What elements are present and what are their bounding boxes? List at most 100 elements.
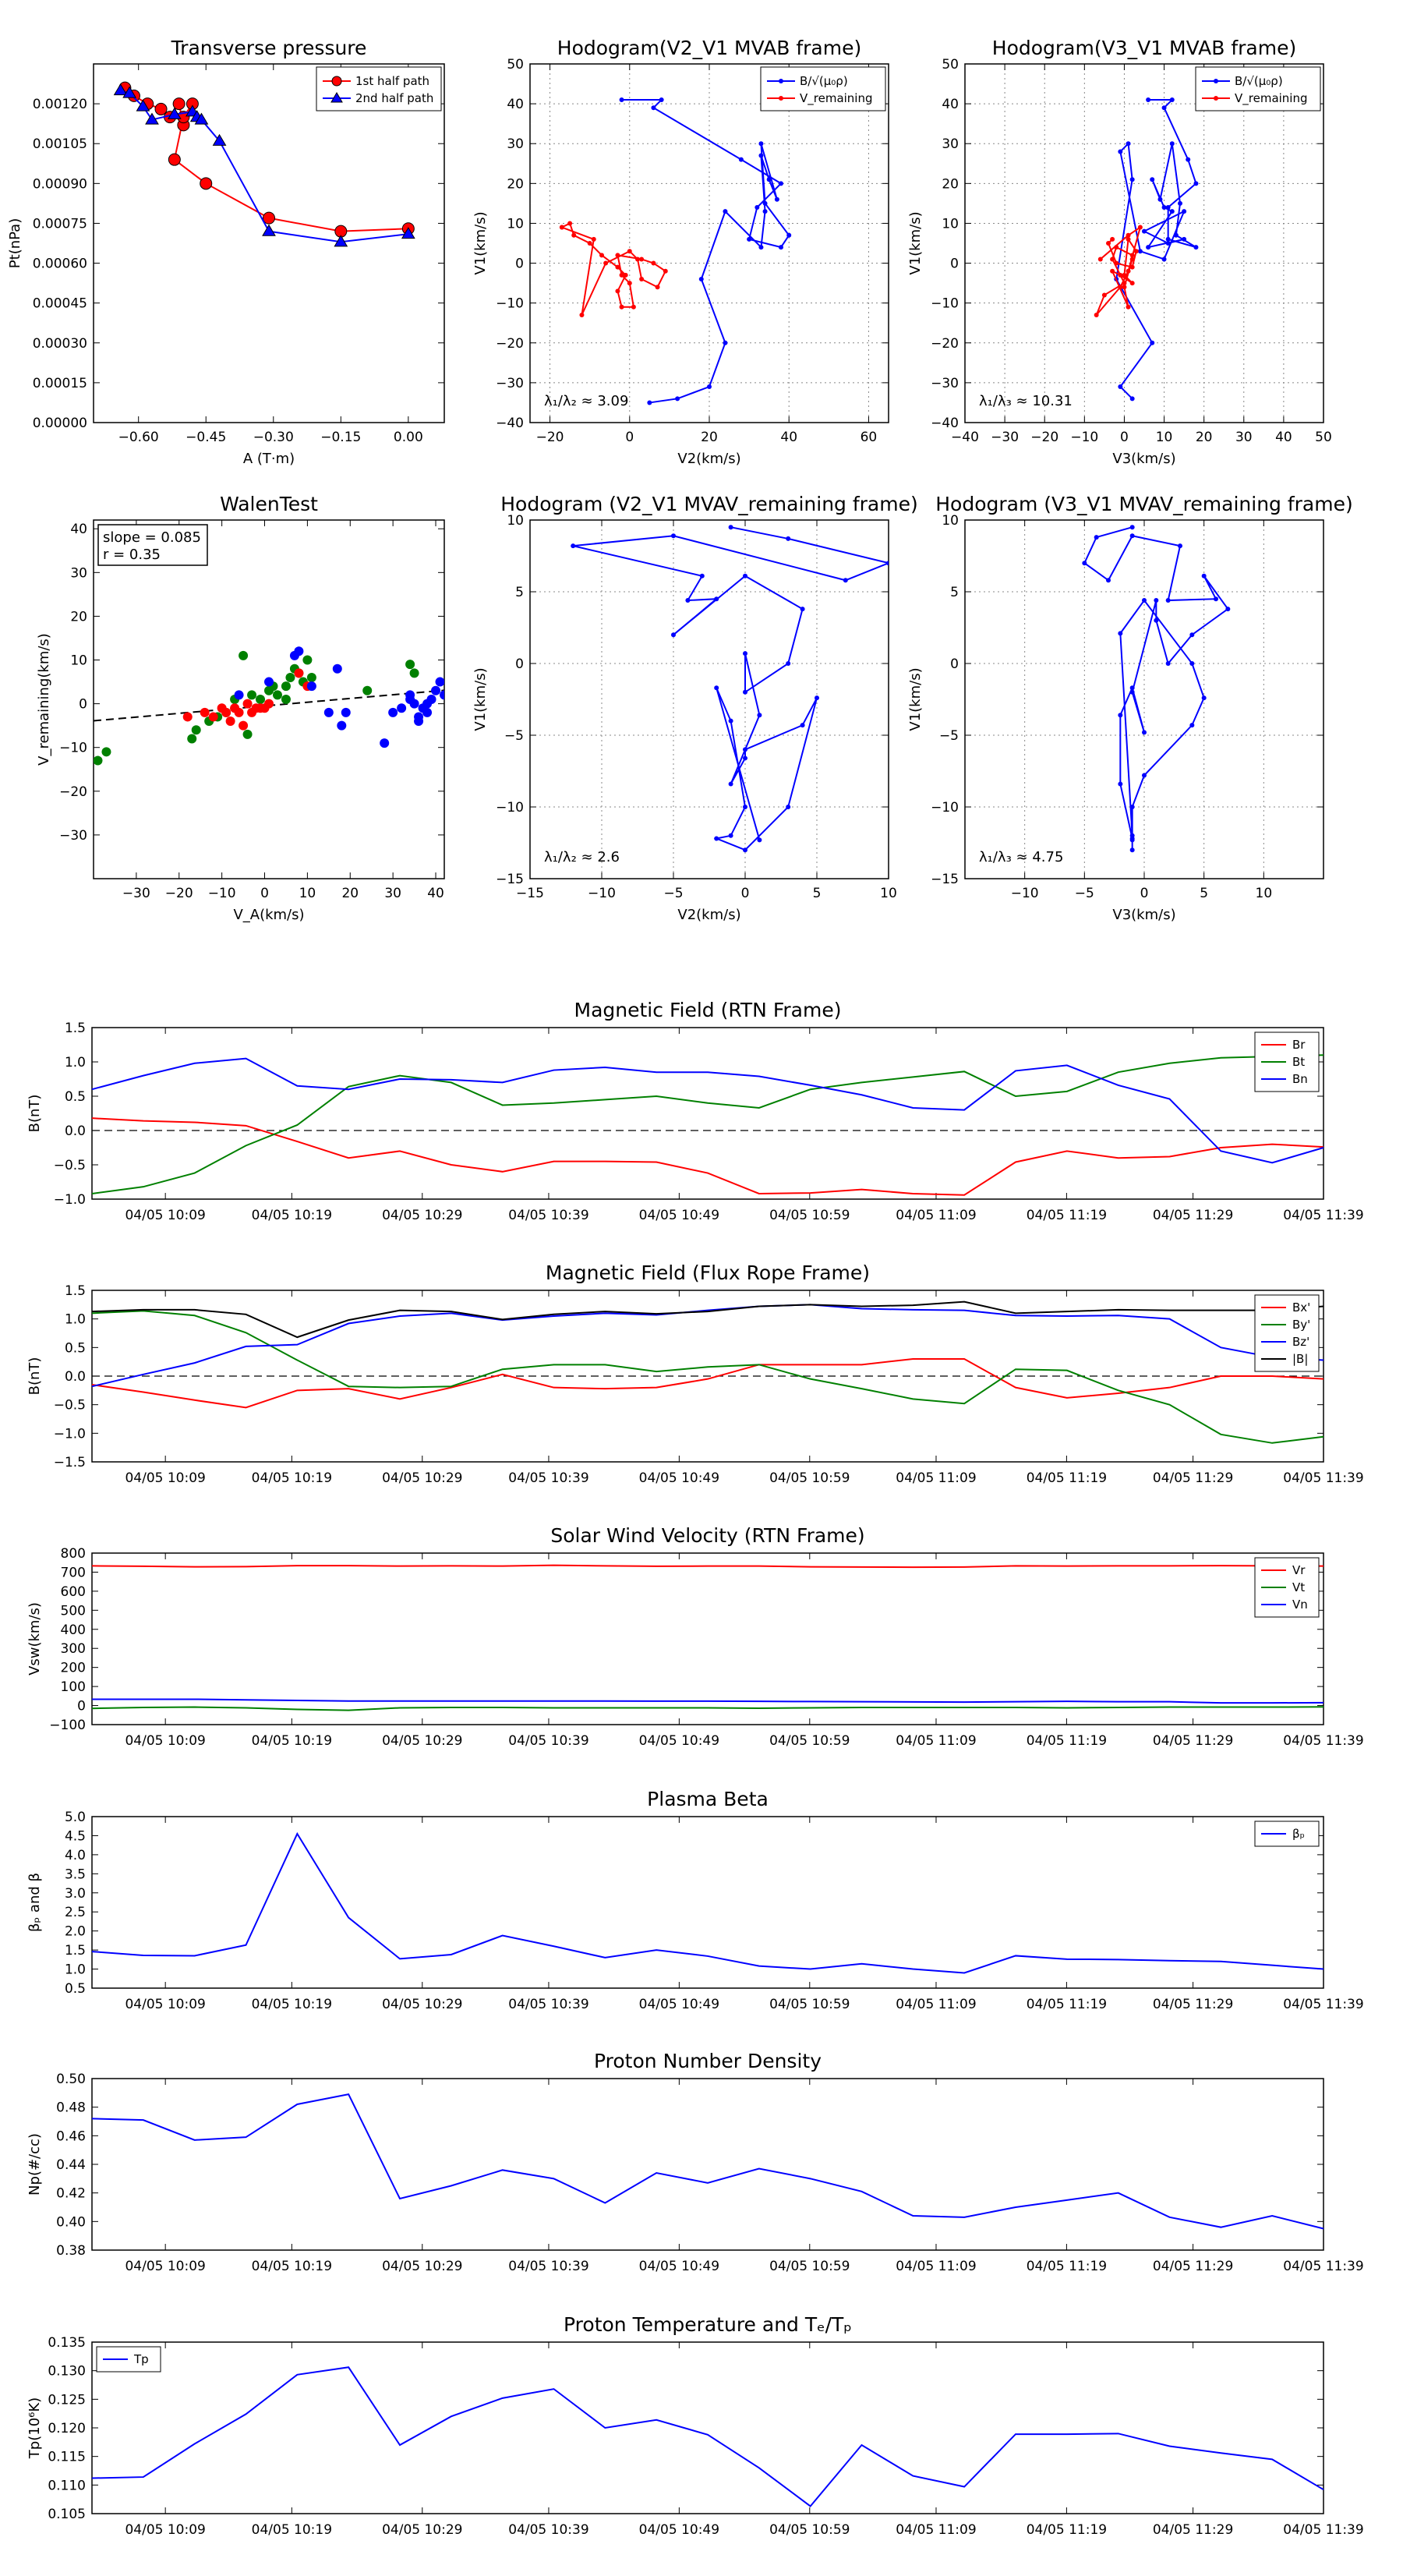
plot-area xyxy=(94,646,444,766)
data-point xyxy=(388,707,398,717)
x-tick-label: 04/05 11:39 xyxy=(1283,2259,1363,2274)
x-tick-label: 20 xyxy=(701,430,718,445)
y-tick-label: −10 xyxy=(59,741,87,756)
y-tick-label: 2.5 xyxy=(65,1905,86,1920)
legend: B/√(μ₀ρ) V_remaining xyxy=(760,66,886,111)
legend: Tp xyxy=(96,2346,161,2373)
x-tick-label: 04/05 10:49 xyxy=(639,1733,719,1749)
data-point xyxy=(571,232,577,238)
panel-title: Magnetic Field (Flux Rope Frame) xyxy=(546,1261,870,1284)
y-tick-label: 0.105 xyxy=(48,2507,86,2522)
series-line-|B| xyxy=(91,1300,1324,1339)
legend-label: 2nd half path xyxy=(355,91,433,105)
x-tick-label: 20 xyxy=(341,886,359,901)
data-point xyxy=(1129,689,1135,695)
data-point xyxy=(800,723,805,728)
data-point xyxy=(723,209,728,214)
y-tick-label: 0 xyxy=(77,1699,86,1714)
data-point xyxy=(699,573,705,579)
x-axis-label: V2(km/s) xyxy=(677,451,740,467)
y-axis-label: Np(#/cc) xyxy=(27,2133,43,2196)
x-tick-label: −0.15 xyxy=(320,430,361,445)
y-tick-label: 0.48 xyxy=(56,2100,86,2116)
x-tick-label: −5 xyxy=(663,886,683,901)
data-point xyxy=(1189,632,1195,638)
y-tick-label: 3.0 xyxy=(65,1886,86,1902)
panel-title: Proton Number Density xyxy=(594,2050,822,2072)
chart-hodogram-v3-v1-mvab: −40 −30 −20 −10 0 10 20 30 40 50 −40 −30 −20 −10 0 10 20… xyxy=(907,37,1332,467)
legend-label: Br xyxy=(1292,1038,1306,1052)
y-tick-label: 0 xyxy=(950,257,959,272)
x-tick-label: 20 xyxy=(1196,430,1213,445)
y-tick-label: 0.42 xyxy=(56,2186,86,2202)
x-tick-label: −30 xyxy=(122,886,150,901)
plot-frame xyxy=(529,519,889,879)
data-point xyxy=(1157,196,1163,202)
legend: Br Bt Bn xyxy=(1254,1031,1320,1092)
data-point xyxy=(886,561,889,566)
data-point xyxy=(1129,177,1135,182)
data-point xyxy=(1097,257,1103,262)
y-tick-label: −30 xyxy=(59,828,87,844)
series-line-βₚ xyxy=(91,1831,1324,1974)
data-point xyxy=(337,720,347,731)
y-tick-label: 0.44 xyxy=(56,2157,86,2173)
x-tick-label: 04/05 10:09 xyxy=(125,2522,205,2538)
y-tick-label: 0.0 xyxy=(65,1123,86,1139)
y-tick-label: 800 xyxy=(61,1546,86,1562)
panel-title: Magnetic Field (RTN Frame) xyxy=(574,999,842,1021)
plot-area xyxy=(1082,525,1231,853)
data-point xyxy=(239,650,249,660)
x-tick-label: 04/05 10:39 xyxy=(508,1208,588,1223)
data-point xyxy=(1122,285,1127,290)
series-line-Np xyxy=(91,2093,1324,2230)
y-tick-label: 300 xyxy=(61,1641,86,1657)
stats-frame xyxy=(97,524,208,566)
y-tick-label: −0.5 xyxy=(54,1398,86,1414)
data-point xyxy=(1165,236,1171,242)
y-tick-label: 0.38 xyxy=(56,2243,86,2259)
data-point xyxy=(1193,245,1199,250)
x-tick-label: −10 xyxy=(1070,430,1098,445)
data-point xyxy=(714,596,719,602)
data-point xyxy=(242,699,253,709)
y-tick-label: 20 xyxy=(70,609,87,625)
data-point xyxy=(397,703,407,713)
x-axis-label: V_A(km/s) xyxy=(233,907,304,923)
x-tick-label: 0 xyxy=(260,886,269,901)
data-point xyxy=(559,225,564,230)
x-axis-label: A (T·m) xyxy=(243,451,295,467)
x-tick-label: 04/05 10:59 xyxy=(769,1733,850,1749)
x-tick-label: 04/05 10:49 xyxy=(639,1208,719,1223)
legend-label: Bt xyxy=(1292,1055,1305,1069)
x-tick-label: 10 xyxy=(880,886,897,901)
y-tick-label: 0 xyxy=(515,656,524,672)
series-line-blue xyxy=(1083,526,1229,851)
data-point xyxy=(94,755,103,766)
x-tick-label: 04/05 11:09 xyxy=(896,2522,976,2538)
plot-frame xyxy=(93,63,445,423)
x-tick-label: 04/05 10:19 xyxy=(252,1208,332,1223)
x-tick-label: 04/05 10:29 xyxy=(382,1997,462,2012)
data-point xyxy=(1189,723,1195,728)
data-point xyxy=(1129,525,1135,530)
legend-label: B/√(μ₀ρ) xyxy=(1235,74,1283,88)
y-tick-label: 0.50 xyxy=(56,2072,86,2087)
data-point xyxy=(714,685,719,691)
y-tick-label: 700 xyxy=(61,1565,86,1580)
stats-line: slope = 0.085 xyxy=(103,529,201,546)
x-tick-label: 5 xyxy=(813,886,822,901)
x-tick-label: 04/05 10:39 xyxy=(508,1733,588,1749)
data-point xyxy=(659,97,664,102)
series-line-blue xyxy=(572,526,889,851)
data-point xyxy=(774,196,779,202)
data-point xyxy=(281,695,291,704)
x-tick-label: 04/05 10:19 xyxy=(252,1470,332,1486)
data-point xyxy=(200,707,210,717)
data-point xyxy=(639,277,645,281)
data-point xyxy=(743,847,747,853)
plot-area xyxy=(113,81,415,247)
y-tick-label: −15 xyxy=(496,872,524,887)
x-tick-label: 30 xyxy=(384,886,401,901)
x-tick-label: −20 xyxy=(536,430,564,445)
